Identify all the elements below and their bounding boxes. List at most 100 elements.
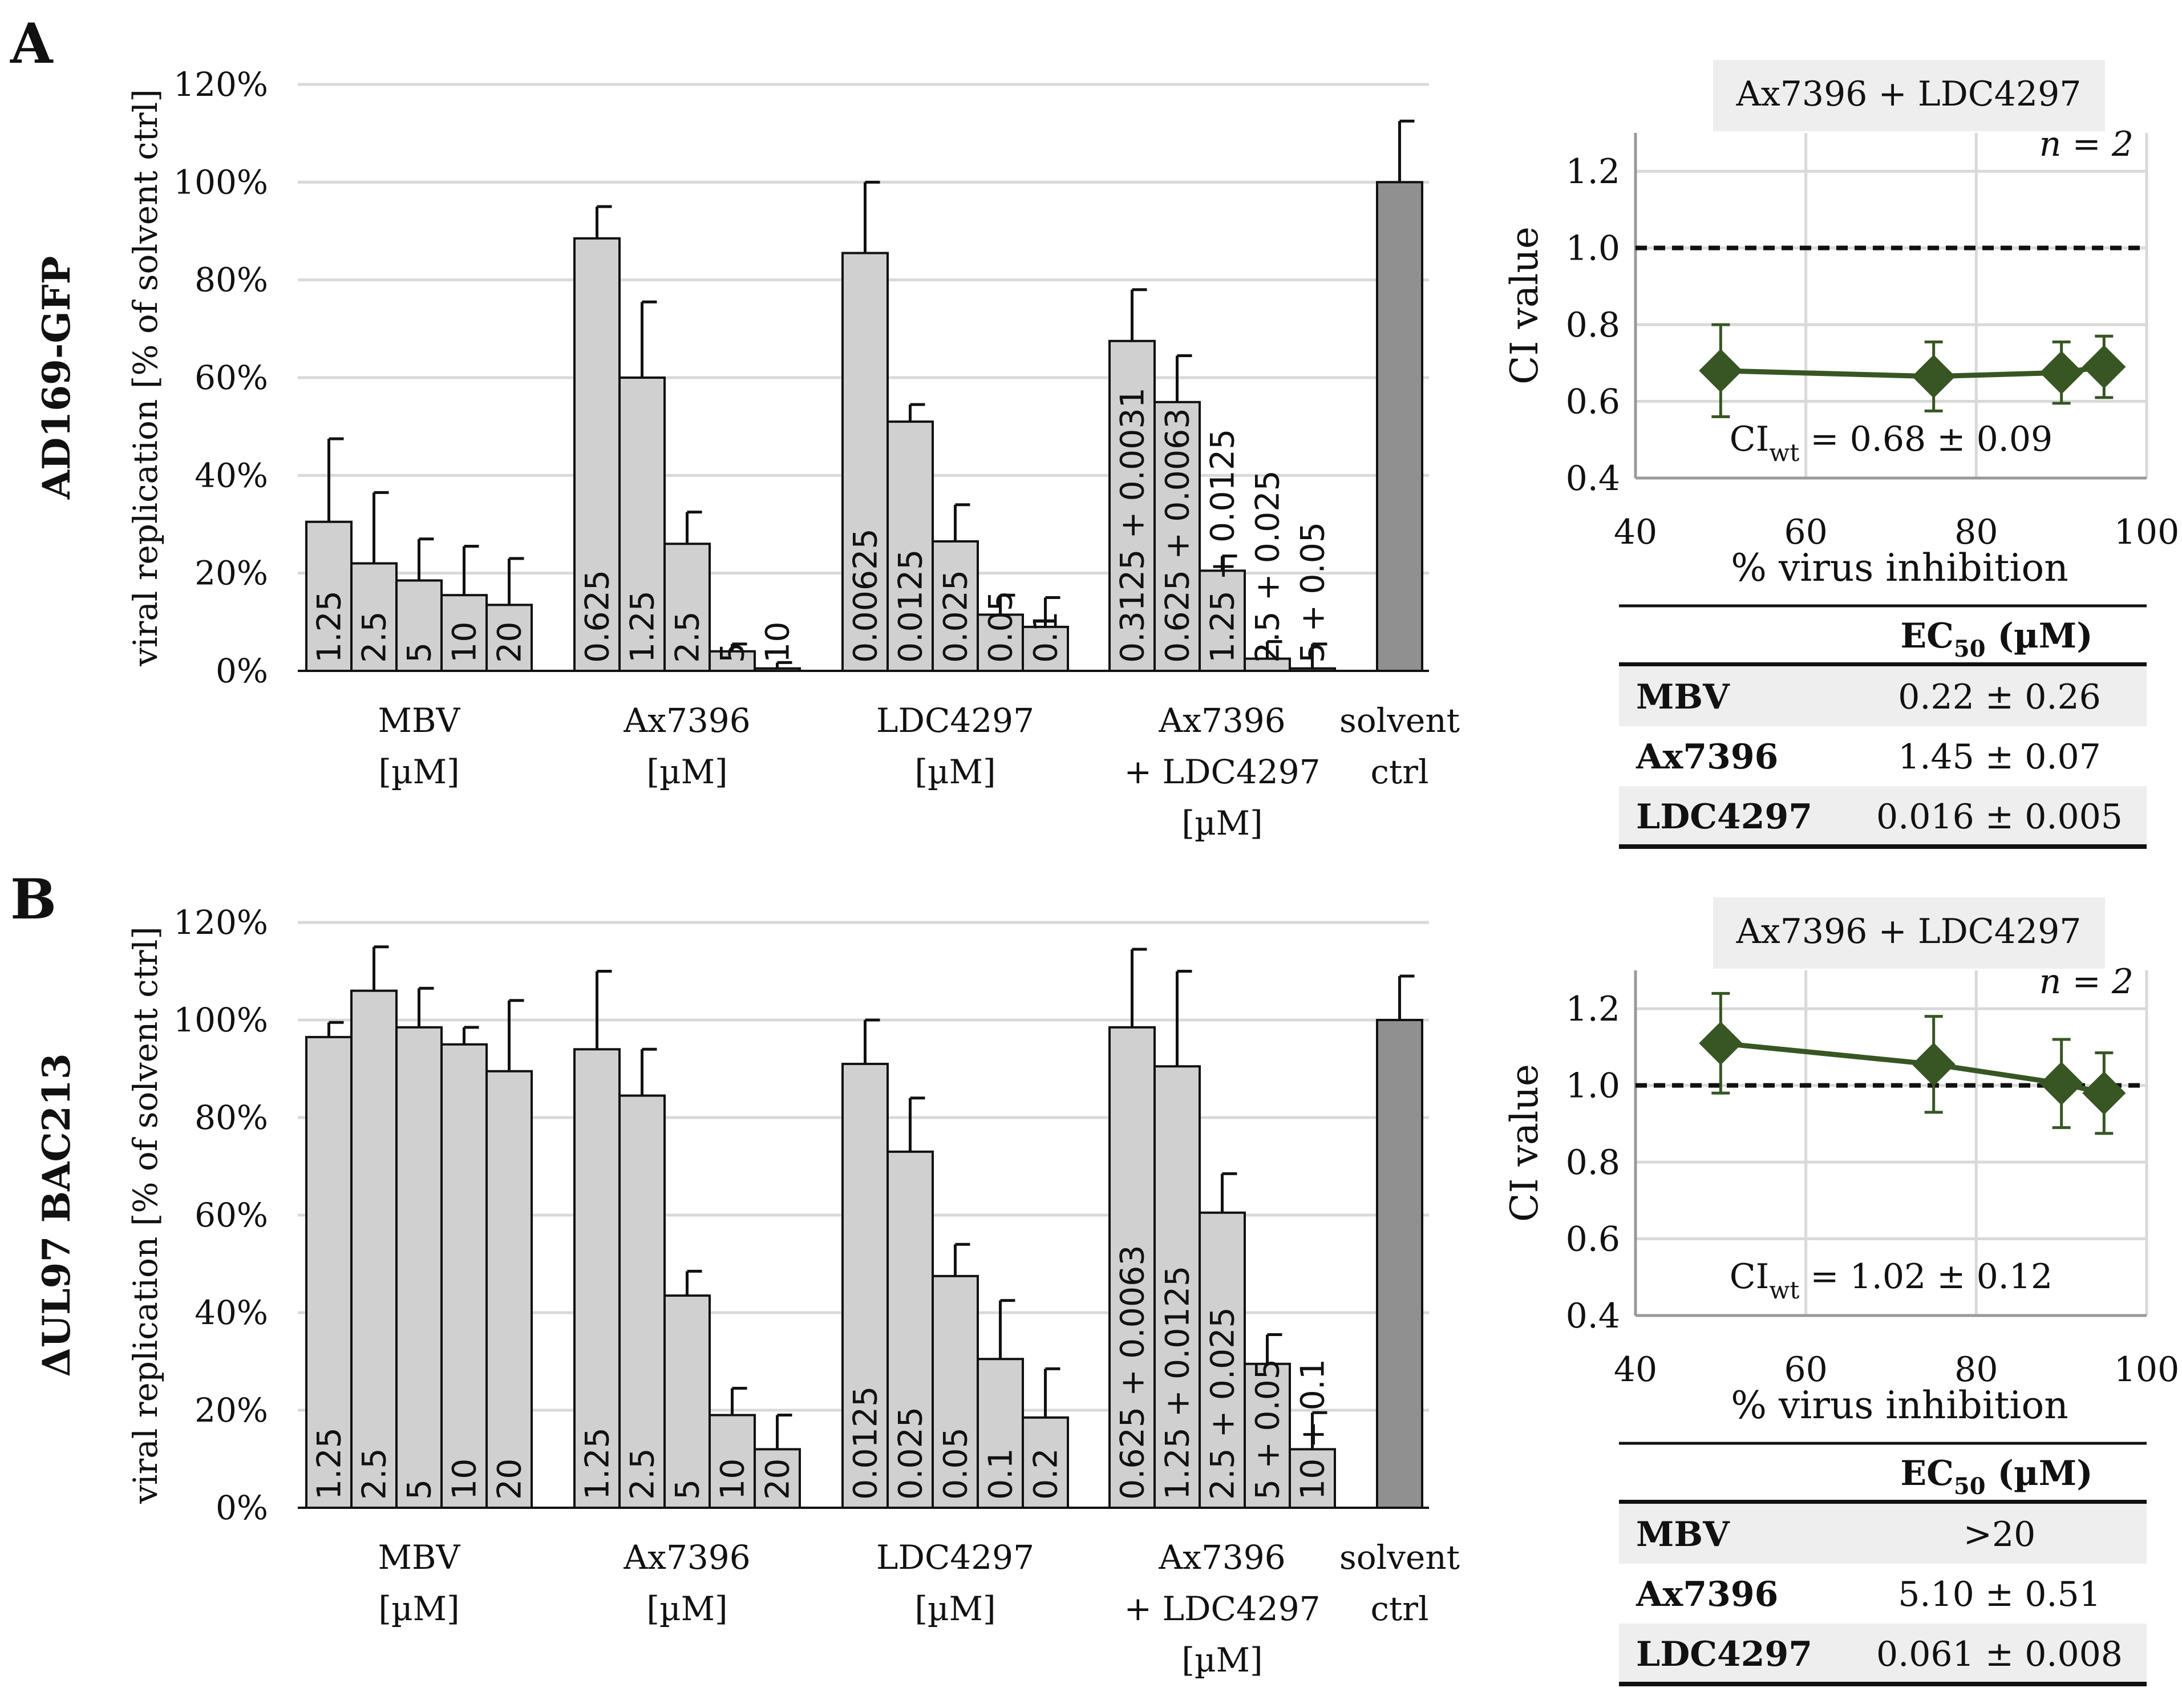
group-label: MBV xyxy=(378,1538,461,1577)
data-point-marker xyxy=(2039,351,2083,395)
bar-value-label: 0.025 xyxy=(937,570,975,663)
bar xyxy=(1199,1211,1246,1509)
table-header-sub: 50 xyxy=(1954,636,1986,662)
y-tick-label: 100% xyxy=(173,163,268,201)
chart-title: Ax7396 + LDC4297 xyxy=(1736,74,2082,114)
bar xyxy=(1376,1019,1423,1509)
title-box xyxy=(1713,897,2105,969)
bar-value-label: 2.5 + 0.025 xyxy=(1204,1307,1242,1500)
bar xyxy=(350,562,398,672)
bar-value-label: 0.1 xyxy=(982,1448,1020,1500)
y-tick-label: 40% xyxy=(195,456,268,495)
data-point-marker xyxy=(2082,345,2126,389)
group-label: solvent xyxy=(1339,1538,1460,1577)
table-row-shade xyxy=(1619,666,2147,726)
group-label: [µM] xyxy=(1181,804,1262,843)
y-tick-label: 120% xyxy=(173,903,268,942)
y-axis-label: CI value xyxy=(1503,226,1547,384)
bar-value-label: 1.25 xyxy=(311,590,349,663)
bar-value-label: 20 xyxy=(491,1458,529,1500)
table-row-label: Ax7396 xyxy=(1636,737,1778,777)
ci-prefix: CI xyxy=(1730,1257,1770,1297)
data-point-marker xyxy=(1699,1021,1743,1065)
group-label: [µM] xyxy=(914,1589,995,1628)
panel-letter: B xyxy=(10,867,56,932)
table-header-main: EC xyxy=(1900,616,1954,656)
bar xyxy=(663,1294,711,1509)
x-tick-label: 60 xyxy=(1784,512,1827,552)
bar-value-label: 10 xyxy=(759,621,797,663)
table-cell-value: 0.22 ± 0.26 xyxy=(1898,677,2101,717)
bar-value-label: 10 + 0.1 xyxy=(1294,1359,1332,1500)
table-row-label: MBV xyxy=(1636,677,1730,717)
x-axis-label: % virus inhibition xyxy=(1731,1383,2068,1427)
table-cell-value: 0.061 ± 0.008 xyxy=(1876,1634,2123,1674)
group-label: Ax7396 xyxy=(1158,1538,1285,1577)
y-tick-label: 1.2 xyxy=(1566,989,1620,1029)
ci-wt-label: CIwt = 0.68 ± 0.09 xyxy=(1730,419,2053,467)
bar-chart-b: 0% 20% 40% 60% 80% 100% 120%viral replication … xyxy=(34,903,1460,1679)
data-point-marker xyxy=(2082,1071,2126,1115)
y-tick-label: 0.4 xyxy=(1566,459,1620,499)
x-tick-label: 40 xyxy=(1614,512,1657,552)
bar xyxy=(754,1448,801,1509)
bar-value-label: 5 xyxy=(669,1479,707,1500)
bar-value-label: 20 xyxy=(759,1458,797,1500)
table-row-shade xyxy=(1619,1504,2147,1564)
y-axis-label: CI value xyxy=(1503,1064,1547,1222)
bar-value-label: 0.0125 xyxy=(892,549,930,663)
x-axis-label: % virus inhibition xyxy=(1731,546,2068,590)
ec50-table-b: EC50 (µM) MBV >20 Ax7396 5.10 ± 0.51 LDC4297 0… xyxy=(1619,1442,2147,1686)
x-tick-label: 40 xyxy=(1614,1350,1657,1390)
group-label: + LDC4297 xyxy=(1124,752,1320,791)
bar-value-label: 1.25 xyxy=(579,1427,617,1500)
y-tick-label: 60% xyxy=(195,1196,268,1235)
series-line xyxy=(1720,364,2104,379)
y-tick-label: 60% xyxy=(195,358,268,397)
virus-label: ΔUL97 BAC213 xyxy=(34,1053,79,1377)
bar-value-label: 1.25 + 0.0125 xyxy=(1159,1266,1197,1500)
x-tick-label: 60 xyxy=(1784,1350,1827,1390)
data-point-marker xyxy=(1699,349,1743,392)
table-row-shade xyxy=(1619,1624,2147,1683)
table-row-label: Ax7396 xyxy=(1636,1575,1778,1614)
bar xyxy=(485,1070,533,1509)
y-tick-label: 100% xyxy=(173,1001,268,1039)
y-tick-label: 0.8 xyxy=(1566,1143,1620,1183)
bar xyxy=(841,252,889,672)
bar-value-label: 10 xyxy=(446,621,484,663)
bar xyxy=(932,540,979,672)
table-header-main: EC xyxy=(1900,1454,1954,1494)
bar xyxy=(1376,181,1423,673)
ec50-table-a: EC50 (µM) MBV 0.22 ± 0.26 Ax7396 1.45 ± 0.07… xyxy=(1619,604,2147,849)
bar xyxy=(663,543,711,672)
y-tick-label: 0% xyxy=(216,1488,268,1527)
bar xyxy=(1108,1026,1156,1509)
data-point-marker xyxy=(1912,354,1956,398)
ci-equals: = xyxy=(1799,1257,1849,1297)
bar xyxy=(709,650,756,672)
bar xyxy=(1199,569,1246,673)
bar-value-label: 10 xyxy=(446,1458,484,1500)
series-line xyxy=(1720,1041,2105,1096)
bar xyxy=(440,1043,488,1509)
bar xyxy=(1153,1065,1201,1509)
y-tick-label: 1.2 xyxy=(1566,152,1620,192)
n-label: n = 2 xyxy=(2039,124,2134,164)
bar-value-label: 0.625 xyxy=(579,570,617,663)
bar-value-label: 5 xyxy=(401,642,439,663)
y-tick-label: 120% xyxy=(173,65,268,104)
group-label: [µM] xyxy=(914,752,995,791)
x-tick-label: 100 xyxy=(2114,512,2180,552)
y-tick-label: 40% xyxy=(195,1293,268,1332)
bar-value-label: 1.25 xyxy=(624,590,662,663)
y-axis-label: viral replication [% of solvent ctrl] xyxy=(126,926,165,1504)
bar-chart-a: 0% 20% 40% 60% 80% 100% 120%viral replication … xyxy=(34,65,1460,843)
y-tick-label: 0.4 xyxy=(1566,1296,1620,1336)
bar-value-label: 10 xyxy=(714,1458,752,1500)
panel-letter: A xyxy=(10,11,54,76)
bar-value-label: 0.625 + 0.0063 xyxy=(1114,1245,1152,1500)
bar-value-label: 1.25 + 0.0125 xyxy=(1204,429,1242,663)
ci-chart-b: Ax7396 + LDC4297 0.4 0.6 0.8 1.0 1.2 40 60 80 100… xyxy=(1503,897,2179,1427)
